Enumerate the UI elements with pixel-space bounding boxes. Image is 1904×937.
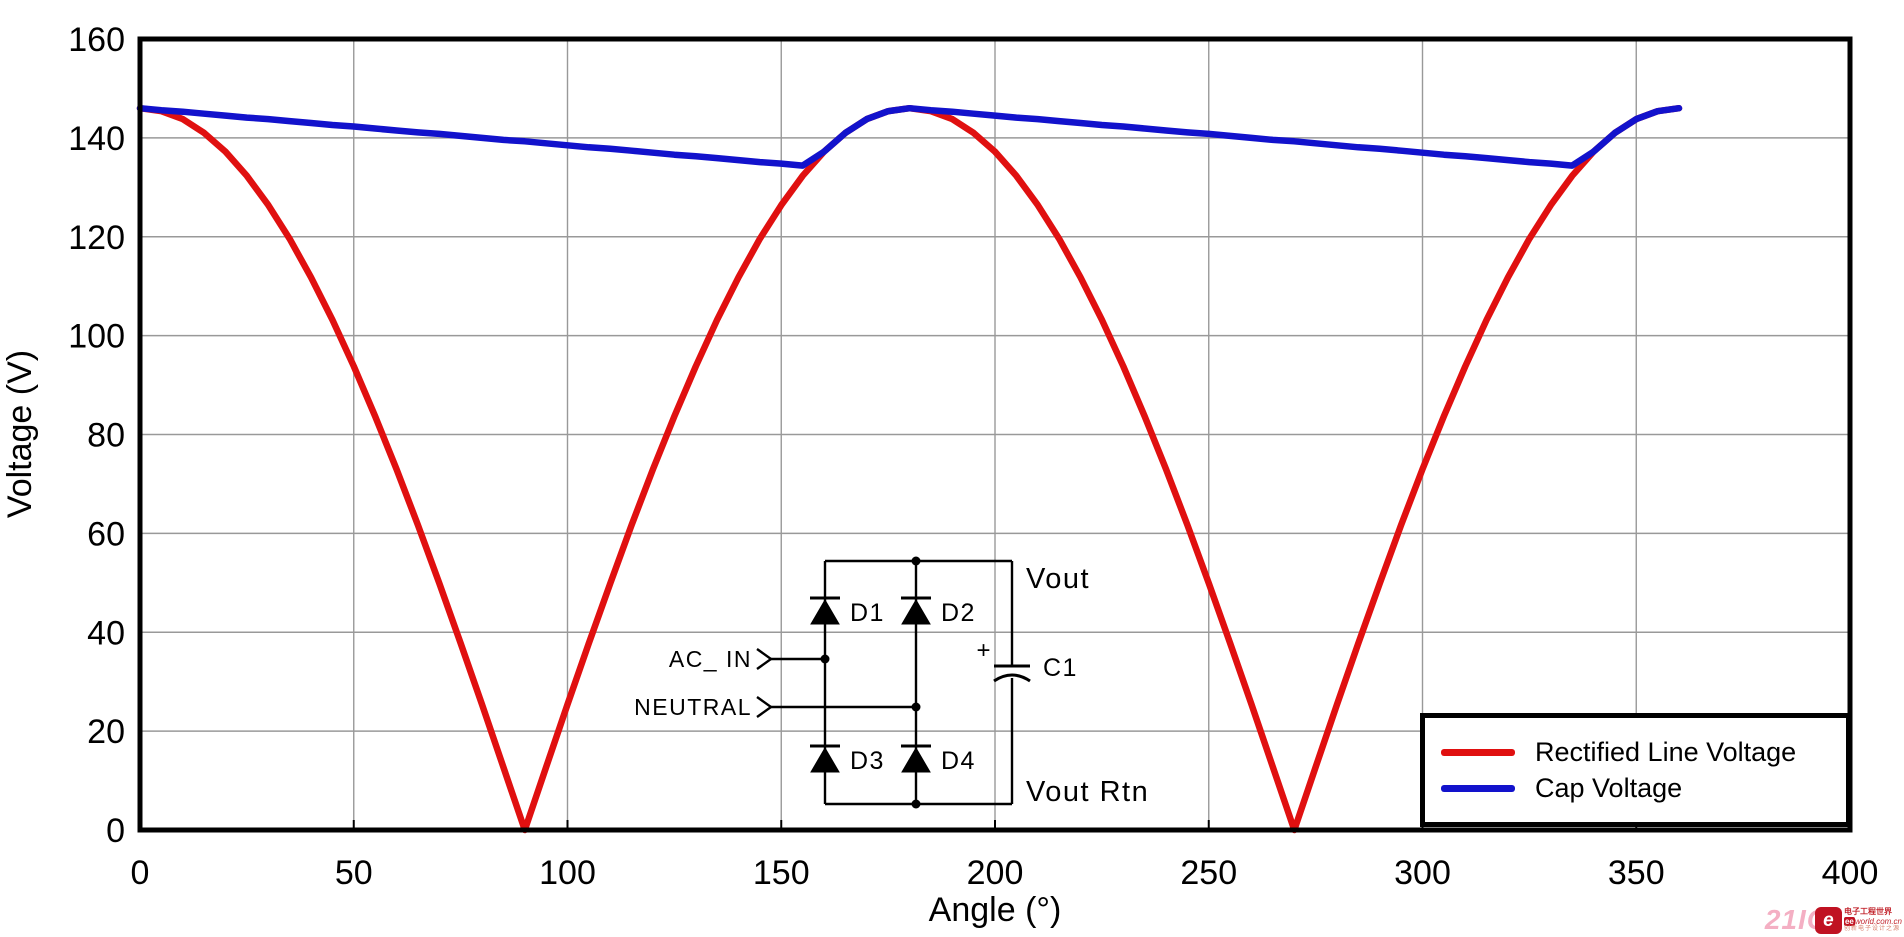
plot-border xyxy=(137,36,1853,833)
schematic-label-neutral: NEUTRAL xyxy=(634,694,752,720)
schematic-label-d3: D3 xyxy=(850,747,885,775)
watermark-domain-rest: world.com.cn xyxy=(1854,916,1902,926)
y-tick-label: 80 xyxy=(87,417,125,455)
watermark-domain-prefix: ee xyxy=(1843,916,1855,926)
y-tick-label: 120 xyxy=(68,219,125,257)
y-tick-label: 0 xyxy=(106,812,125,850)
diode-d2-icon xyxy=(901,596,931,625)
schematic-wires xyxy=(756,559,1031,806)
y-tick-label: 100 xyxy=(68,318,125,356)
watermark-tagline: 创新电子设计之源 xyxy=(1843,925,1900,932)
y-tick-label: 140 xyxy=(68,120,125,158)
bridge-rectifier-schematic: AC_ IN NEUTRAL D1 D2 D3 D4 + C1 Vout Vou… xyxy=(634,556,1149,809)
diode-d3-icon xyxy=(810,744,840,773)
watermark-domain: eeworld.com.cn xyxy=(1843,916,1902,926)
capacitor-plus-sign: + xyxy=(976,637,992,664)
x-axis-title: Angle (°) xyxy=(929,891,1062,929)
watermark-text-block: 电子工程世界 eeworld.com.cn 创新电子设计之源 xyxy=(1843,907,1902,932)
x-tick-label: 350 xyxy=(1608,854,1665,892)
schematic-label-ac-in: AC_ IN xyxy=(669,646,752,672)
legend-line-blue xyxy=(1441,784,1515,792)
y-tick-label: 60 xyxy=(87,515,125,553)
diode-d4-icon xyxy=(901,744,931,773)
x-tick-label: 0 xyxy=(131,854,150,892)
schematic-label-d1: D1 xyxy=(850,599,885,627)
x-tick-label: 150 xyxy=(753,854,810,892)
legend-label-rectified-line-voltage: Rectified Line Voltage xyxy=(1535,736,1797,767)
site-watermark: 21IC e 电子工程世界 eeworld.com.cn 创新电子设计之源 xyxy=(1765,906,1902,934)
diode-d1-icon xyxy=(810,596,840,625)
watermark-name-cn: 电子工程世界 xyxy=(1843,907,1892,917)
legend-line-red xyxy=(1441,748,1515,756)
schematic-label-d4: D4 xyxy=(941,747,976,775)
capacitor-plate-curved xyxy=(993,673,1031,683)
junction-dots xyxy=(820,556,921,809)
x-tick-label: 250 xyxy=(1180,854,1237,892)
schematic-label-d2: D2 xyxy=(941,599,976,627)
schematic-label-c1: C1 xyxy=(1043,654,1078,682)
legend: Rectified Line Voltage Cap Voltage xyxy=(1420,713,1851,827)
x-tick-label: 200 xyxy=(967,854,1024,892)
legend-label-cap-voltage: Cap Voltage xyxy=(1535,772,1683,803)
eeworld-logo-icon: e xyxy=(1814,906,1842,934)
ac-in-port-icon xyxy=(756,648,774,670)
schematic-label-vout: Vout xyxy=(1026,563,1090,595)
y-axis-title: Voltage (V) xyxy=(1,350,39,518)
y-tick-label: 160 xyxy=(68,21,125,59)
diodes xyxy=(810,596,931,773)
y-tick-label: 40 xyxy=(87,614,125,652)
legend-item-rectified-line-voltage: Rectified Line Voltage xyxy=(1441,736,1846,767)
y-tick-label: 20 xyxy=(87,713,125,751)
legend-item-cap-voltage: Cap Voltage xyxy=(1441,772,1846,803)
schematic-label-vout-rtn: Vout Rtn xyxy=(1026,776,1149,808)
series-line-cap-voltage xyxy=(136,104,1683,169)
x-tick-label: 100 xyxy=(539,854,596,892)
x-tick-label: 50 xyxy=(335,854,373,892)
neutral-port-icon xyxy=(756,696,774,718)
x-tick-label: 400 xyxy=(1822,854,1879,892)
x-tick-label: 300 xyxy=(1394,854,1451,892)
